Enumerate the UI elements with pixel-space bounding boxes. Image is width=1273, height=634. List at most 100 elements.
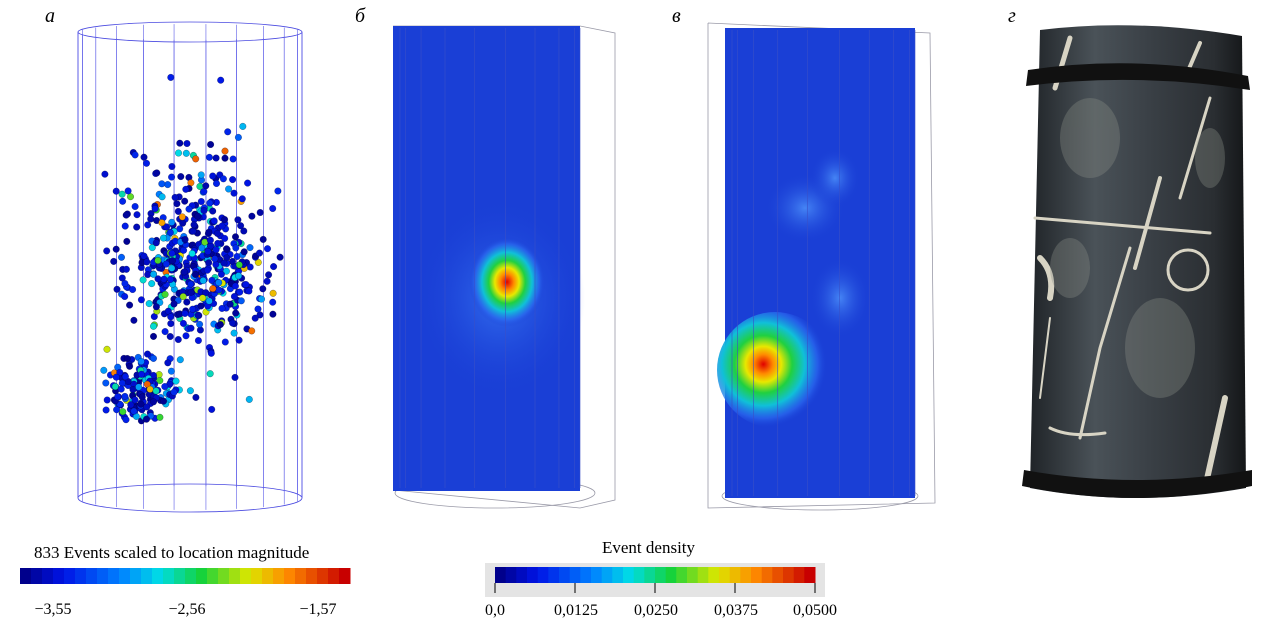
event-marker bbox=[133, 211, 141, 219]
event-marker bbox=[142, 415, 151, 423]
event-marker bbox=[248, 212, 256, 220]
event-marker bbox=[203, 266, 211, 274]
event-marker bbox=[149, 332, 158, 340]
event-marker bbox=[229, 319, 237, 327]
event-marker bbox=[143, 350, 152, 358]
event-marker bbox=[163, 223, 171, 231]
magnitude-tick-min: −3,55 bbox=[34, 601, 72, 618]
event-marker bbox=[204, 248, 212, 256]
event-marker bbox=[126, 362, 134, 370]
event-marker bbox=[196, 182, 204, 190]
event-marker bbox=[221, 338, 229, 346]
magnitude-gradient-bar bbox=[20, 568, 351, 584]
event-marker bbox=[142, 159, 151, 167]
event-marker bbox=[269, 298, 277, 306]
event-marker bbox=[235, 261, 243, 269]
density-tick-4: 0,0500 bbox=[793, 602, 837, 619]
event-marker bbox=[182, 149, 190, 157]
event-marker bbox=[229, 155, 237, 163]
event-marker bbox=[119, 408, 127, 416]
event-marker bbox=[102, 406, 110, 414]
event-marker bbox=[215, 286, 223, 294]
event-marker bbox=[231, 233, 240, 241]
event-marker bbox=[162, 260, 170, 268]
event-marker bbox=[123, 354, 131, 363]
panel-label-b: б bbox=[355, 5, 366, 27]
event-marker bbox=[122, 211, 130, 219]
event-marker bbox=[170, 300, 178, 308]
event-marker bbox=[235, 272, 243, 280]
event-marker bbox=[192, 270, 200, 278]
event-marker bbox=[226, 300, 234, 308]
event-marker bbox=[265, 271, 273, 279]
event-marker bbox=[166, 228, 174, 237]
density-tick-0: 0,0 bbox=[485, 602, 505, 619]
event-marker bbox=[231, 373, 239, 381]
event-marker bbox=[173, 200, 181, 208]
event-marker bbox=[221, 234, 229, 242]
event-marker bbox=[259, 235, 267, 243]
event-marker bbox=[114, 393, 122, 401]
event-marker bbox=[194, 336, 202, 345]
event-marker bbox=[199, 294, 207, 302]
event-marker bbox=[133, 223, 141, 231]
event-marker bbox=[218, 222, 226, 230]
event-marker bbox=[199, 277, 207, 285]
event-marker bbox=[119, 197, 127, 205]
event-marker bbox=[196, 320, 204, 328]
event-marker bbox=[240, 248, 248, 256]
event-marker bbox=[240, 227, 248, 235]
density-gradient-bar bbox=[485, 563, 825, 597]
event-marker bbox=[215, 279, 223, 287]
event-marker bbox=[168, 264, 176, 272]
density-tick-2: 0,0250 bbox=[634, 602, 678, 619]
event-marker bbox=[161, 328, 169, 336]
event-marker bbox=[110, 257, 118, 265]
event-marker bbox=[254, 305, 262, 313]
event-marker bbox=[121, 279, 129, 288]
event-marker bbox=[124, 187, 132, 195]
event-marker bbox=[127, 401, 135, 409]
event-marker bbox=[174, 149, 183, 157]
event-marker bbox=[237, 297, 245, 305]
event-marker bbox=[149, 398, 158, 406]
event-marker bbox=[153, 169, 161, 177]
event-marker bbox=[197, 197, 205, 206]
event-marker bbox=[121, 292, 129, 301]
event-marker bbox=[205, 297, 213, 305]
event-locations-plot bbox=[60, 18, 320, 518]
event-marker bbox=[103, 396, 111, 404]
event-marker bbox=[190, 221, 198, 229]
event-marker bbox=[182, 185, 190, 193]
event-marker bbox=[178, 213, 186, 221]
event-marker bbox=[181, 235, 189, 244]
event-marker bbox=[224, 128, 232, 136]
event-marker bbox=[116, 368, 124, 376]
event-marker bbox=[131, 396, 139, 404]
event-marker bbox=[211, 255, 219, 263]
event-marker bbox=[198, 244, 206, 252]
event-marker bbox=[137, 400, 145, 408]
event-marker bbox=[219, 175, 227, 183]
event-marker bbox=[101, 170, 109, 178]
event-marker bbox=[164, 181, 172, 189]
event-marker bbox=[221, 154, 229, 162]
event-marker bbox=[151, 205, 159, 213]
event-marker bbox=[276, 253, 284, 261]
event-marker bbox=[263, 277, 271, 285]
event-marker bbox=[205, 153, 213, 161]
event-marker bbox=[234, 133, 242, 141]
event-marker bbox=[126, 301, 134, 309]
event-marker bbox=[117, 253, 126, 261]
event-marker bbox=[174, 335, 182, 344]
event-marker bbox=[263, 245, 272, 253]
density-scale-title: Event density bbox=[602, 538, 696, 557]
event-marker bbox=[122, 416, 130, 424]
event-marker bbox=[176, 356, 184, 364]
event-marker bbox=[130, 316, 138, 324]
event-marker bbox=[131, 202, 139, 211]
event-marker bbox=[100, 366, 108, 374]
event-marker bbox=[179, 319, 187, 327]
core-sample-svg bbox=[1022, 25, 1252, 498]
event-marker bbox=[217, 76, 225, 84]
